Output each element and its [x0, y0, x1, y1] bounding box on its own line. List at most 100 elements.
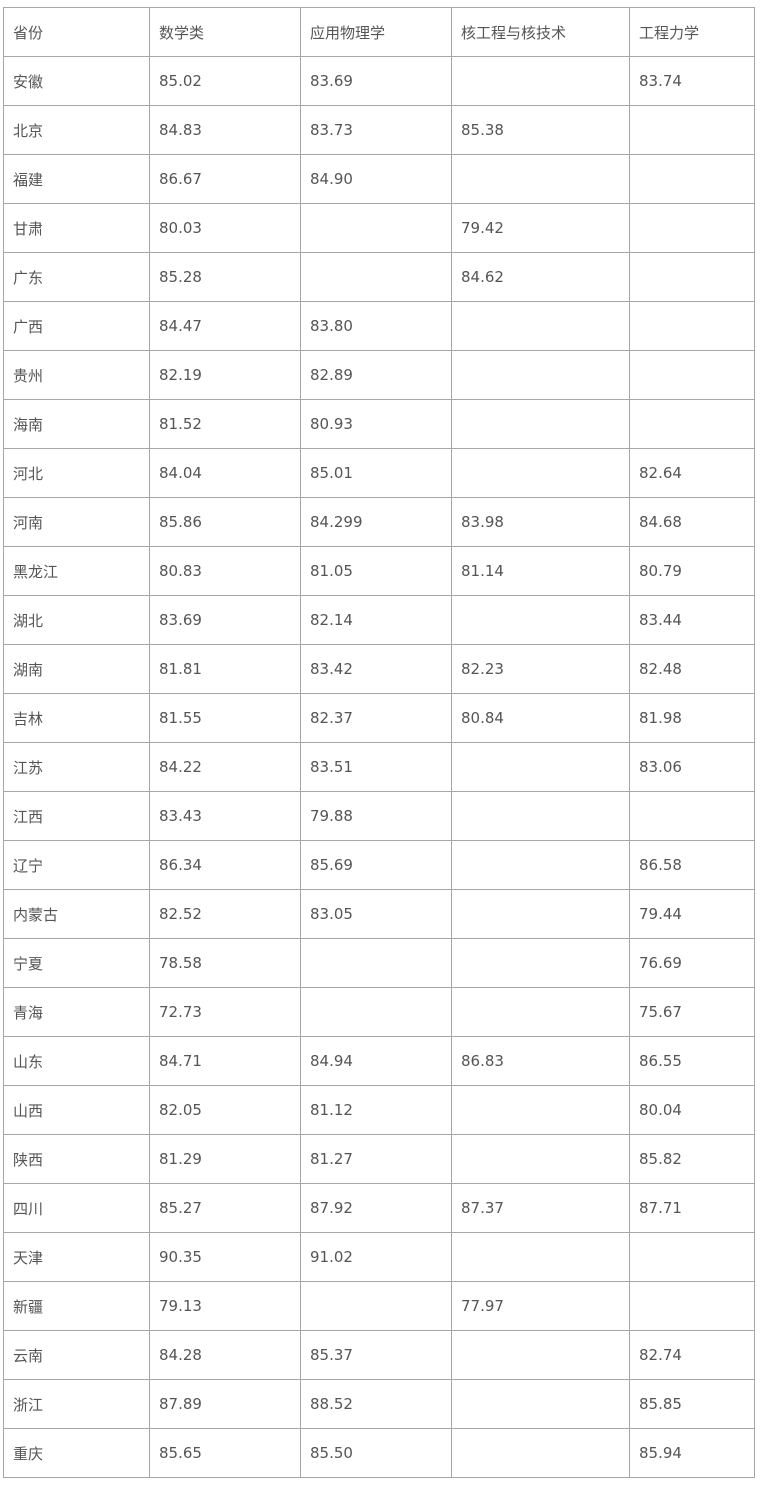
score-cell: 85.37 — [300, 1330, 452, 1380]
table-row: 海南 81.52 80.93 — [3, 399, 755, 449]
score-cell — [451, 742, 630, 792]
table-row: 山东 84.71 84.94 86.83 86.55 — [3, 1036, 755, 1086]
table-row: 云南 84.28 85.37 82.74 — [3, 1330, 755, 1380]
score-cell — [629, 105, 755, 155]
score-cell: 85.94 — [629, 1428, 755, 1478]
score-cell: 79.13 — [149, 1281, 301, 1331]
score-cell: 80.79 — [629, 546, 755, 596]
table-row: 湖南 81.81 83.42 82.23 82.48 — [3, 644, 755, 694]
score-cell: 83.98 — [451, 497, 630, 547]
province-cell: 吉林 — [3, 693, 150, 743]
table-row: 天津 90.35 91.02 — [3, 1232, 755, 1282]
score-cell: 83.51 — [300, 742, 452, 792]
score-cell: 85.38 — [451, 105, 630, 155]
province-cell: 河南 — [3, 497, 150, 547]
province-cell: 黑龙江 — [3, 546, 150, 596]
score-table: 省份 数学类 应用物理学 核工程与核技术 工程力学 安徽 85.02 83.69 83.74 北京… — [3, 7, 755, 1478]
score-cell: 80.04 — [629, 1085, 755, 1135]
column-header: 数学类 — [149, 7, 301, 57]
score-cell: 82.64 — [629, 448, 755, 498]
score-cell: 86.83 — [451, 1036, 630, 1086]
score-cell: 84.47 — [149, 301, 301, 351]
score-cell: 87.89 — [149, 1379, 301, 1429]
score-cell: 81.14 — [451, 546, 630, 596]
province-cell: 山东 — [3, 1036, 150, 1086]
table-row: 江苏 84.22 83.51 83.06 — [3, 742, 755, 792]
score-cell — [629, 791, 755, 841]
score-cell: 84.71 — [149, 1036, 301, 1086]
province-cell: 湖北 — [3, 595, 150, 645]
score-cell: 86.58 — [629, 840, 755, 890]
score-cell — [300, 987, 452, 1037]
score-cell: 83.05 — [300, 889, 452, 939]
column-header: 工程力学 — [629, 7, 755, 57]
score-cell — [451, 154, 630, 204]
score-cell — [451, 301, 630, 351]
score-cell: 81.98 — [629, 693, 755, 743]
score-cell: 82.37 — [300, 693, 452, 743]
column-header: 省份 — [3, 7, 150, 57]
score-cell: 84.94 — [300, 1036, 452, 1086]
score-cell: 85.69 — [300, 840, 452, 890]
score-cell: 85.27 — [149, 1183, 301, 1233]
score-cell: 85.86 — [149, 497, 301, 547]
score-cell: 86.55 — [629, 1036, 755, 1086]
score-cell: 83.80 — [300, 301, 452, 351]
score-cell: 82.89 — [300, 350, 452, 400]
province-cell: 海南 — [3, 399, 150, 449]
table-row: 山西 82.05 81.12 80.04 — [3, 1085, 755, 1135]
score-cell — [629, 350, 755, 400]
table-row: 河南 85.86 84.299 83.98 84.68 — [3, 497, 755, 547]
score-cell: 80.03 — [149, 203, 301, 253]
score-cell: 81.55 — [149, 693, 301, 743]
header-row: 省份 数学类 应用物理学 核工程与核技术 工程力学 — [3, 7, 755, 57]
column-header: 核工程与核技术 — [451, 7, 630, 57]
score-cell: 72.73 — [149, 987, 301, 1037]
table-row: 广西 84.47 83.80 — [3, 301, 755, 351]
score-cell — [451, 889, 630, 939]
province-cell: 云南 — [3, 1330, 150, 1380]
province-cell: 浙江 — [3, 1379, 150, 1429]
score-cell: 76.69 — [629, 938, 755, 988]
score-cell: 84.22 — [149, 742, 301, 792]
score-cell: 84.62 — [451, 252, 630, 302]
score-cell — [629, 252, 755, 302]
table-row: 河北 84.04 85.01 82.64 — [3, 448, 755, 498]
score-cell: 81.05 — [300, 546, 452, 596]
score-cell — [451, 1085, 630, 1135]
score-cell — [451, 1134, 630, 1184]
score-cell: 85.85 — [629, 1379, 755, 1429]
table-row: 宁夏 78.58 76.69 — [3, 938, 755, 988]
score-cell: 83.06 — [629, 742, 755, 792]
score-cell — [629, 301, 755, 351]
score-cell: 82.23 — [451, 644, 630, 694]
table-row: 广东 85.28 84.62 — [3, 252, 755, 302]
province-cell: 河北 — [3, 448, 150, 498]
score-cell: 78.58 — [149, 938, 301, 988]
table-row: 贵州 82.19 82.89 — [3, 350, 755, 400]
province-cell: 贵州 — [3, 350, 150, 400]
table-row: 吉林 81.55 82.37 80.84 81.98 — [3, 693, 755, 743]
score-cell — [629, 203, 755, 253]
table-row: 新疆 79.13 77.97 — [3, 1281, 755, 1331]
score-cell: 87.37 — [451, 1183, 630, 1233]
score-cell: 84.04 — [149, 448, 301, 498]
table-row: 安徽 85.02 83.69 83.74 — [3, 56, 755, 106]
table-row: 黑龙江 80.83 81.05 81.14 80.79 — [3, 546, 755, 596]
score-cell: 83.43 — [149, 791, 301, 841]
score-cell: 90.35 — [149, 1232, 301, 1282]
score-cell — [451, 791, 630, 841]
score-cell: 82.05 — [149, 1085, 301, 1135]
province-cell: 天津 — [3, 1232, 150, 1282]
score-cell: 80.84 — [451, 693, 630, 743]
province-cell: 甘肃 — [3, 203, 150, 253]
score-cell — [451, 1330, 630, 1380]
score-cell: 84.90 — [300, 154, 452, 204]
table-row: 湖北 83.69 82.14 83.44 — [3, 595, 755, 645]
score-cell: 86.34 — [149, 840, 301, 890]
score-cell: 82.52 — [149, 889, 301, 939]
province-cell: 江西 — [3, 791, 150, 841]
score-cell — [300, 938, 452, 988]
province-cell: 陕西 — [3, 1134, 150, 1184]
score-cell: 81.52 — [149, 399, 301, 449]
